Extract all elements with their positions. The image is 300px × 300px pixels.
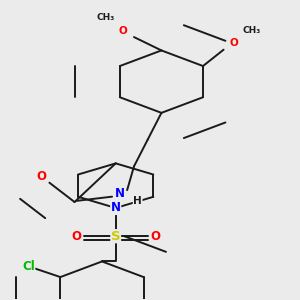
Text: CH₃: CH₃: [97, 13, 115, 22]
Text: O: O: [36, 170, 46, 183]
Text: O: O: [118, 26, 127, 35]
Text: S: S: [111, 230, 121, 243]
Text: H: H: [133, 196, 142, 206]
Text: CH₃: CH₃: [243, 26, 261, 35]
Text: N: N: [115, 187, 125, 200]
Text: O: O: [71, 230, 81, 243]
Text: Cl: Cl: [22, 260, 35, 273]
Text: N: N: [111, 202, 121, 214]
Text: O: O: [151, 230, 160, 243]
Text: O: O: [229, 38, 238, 48]
